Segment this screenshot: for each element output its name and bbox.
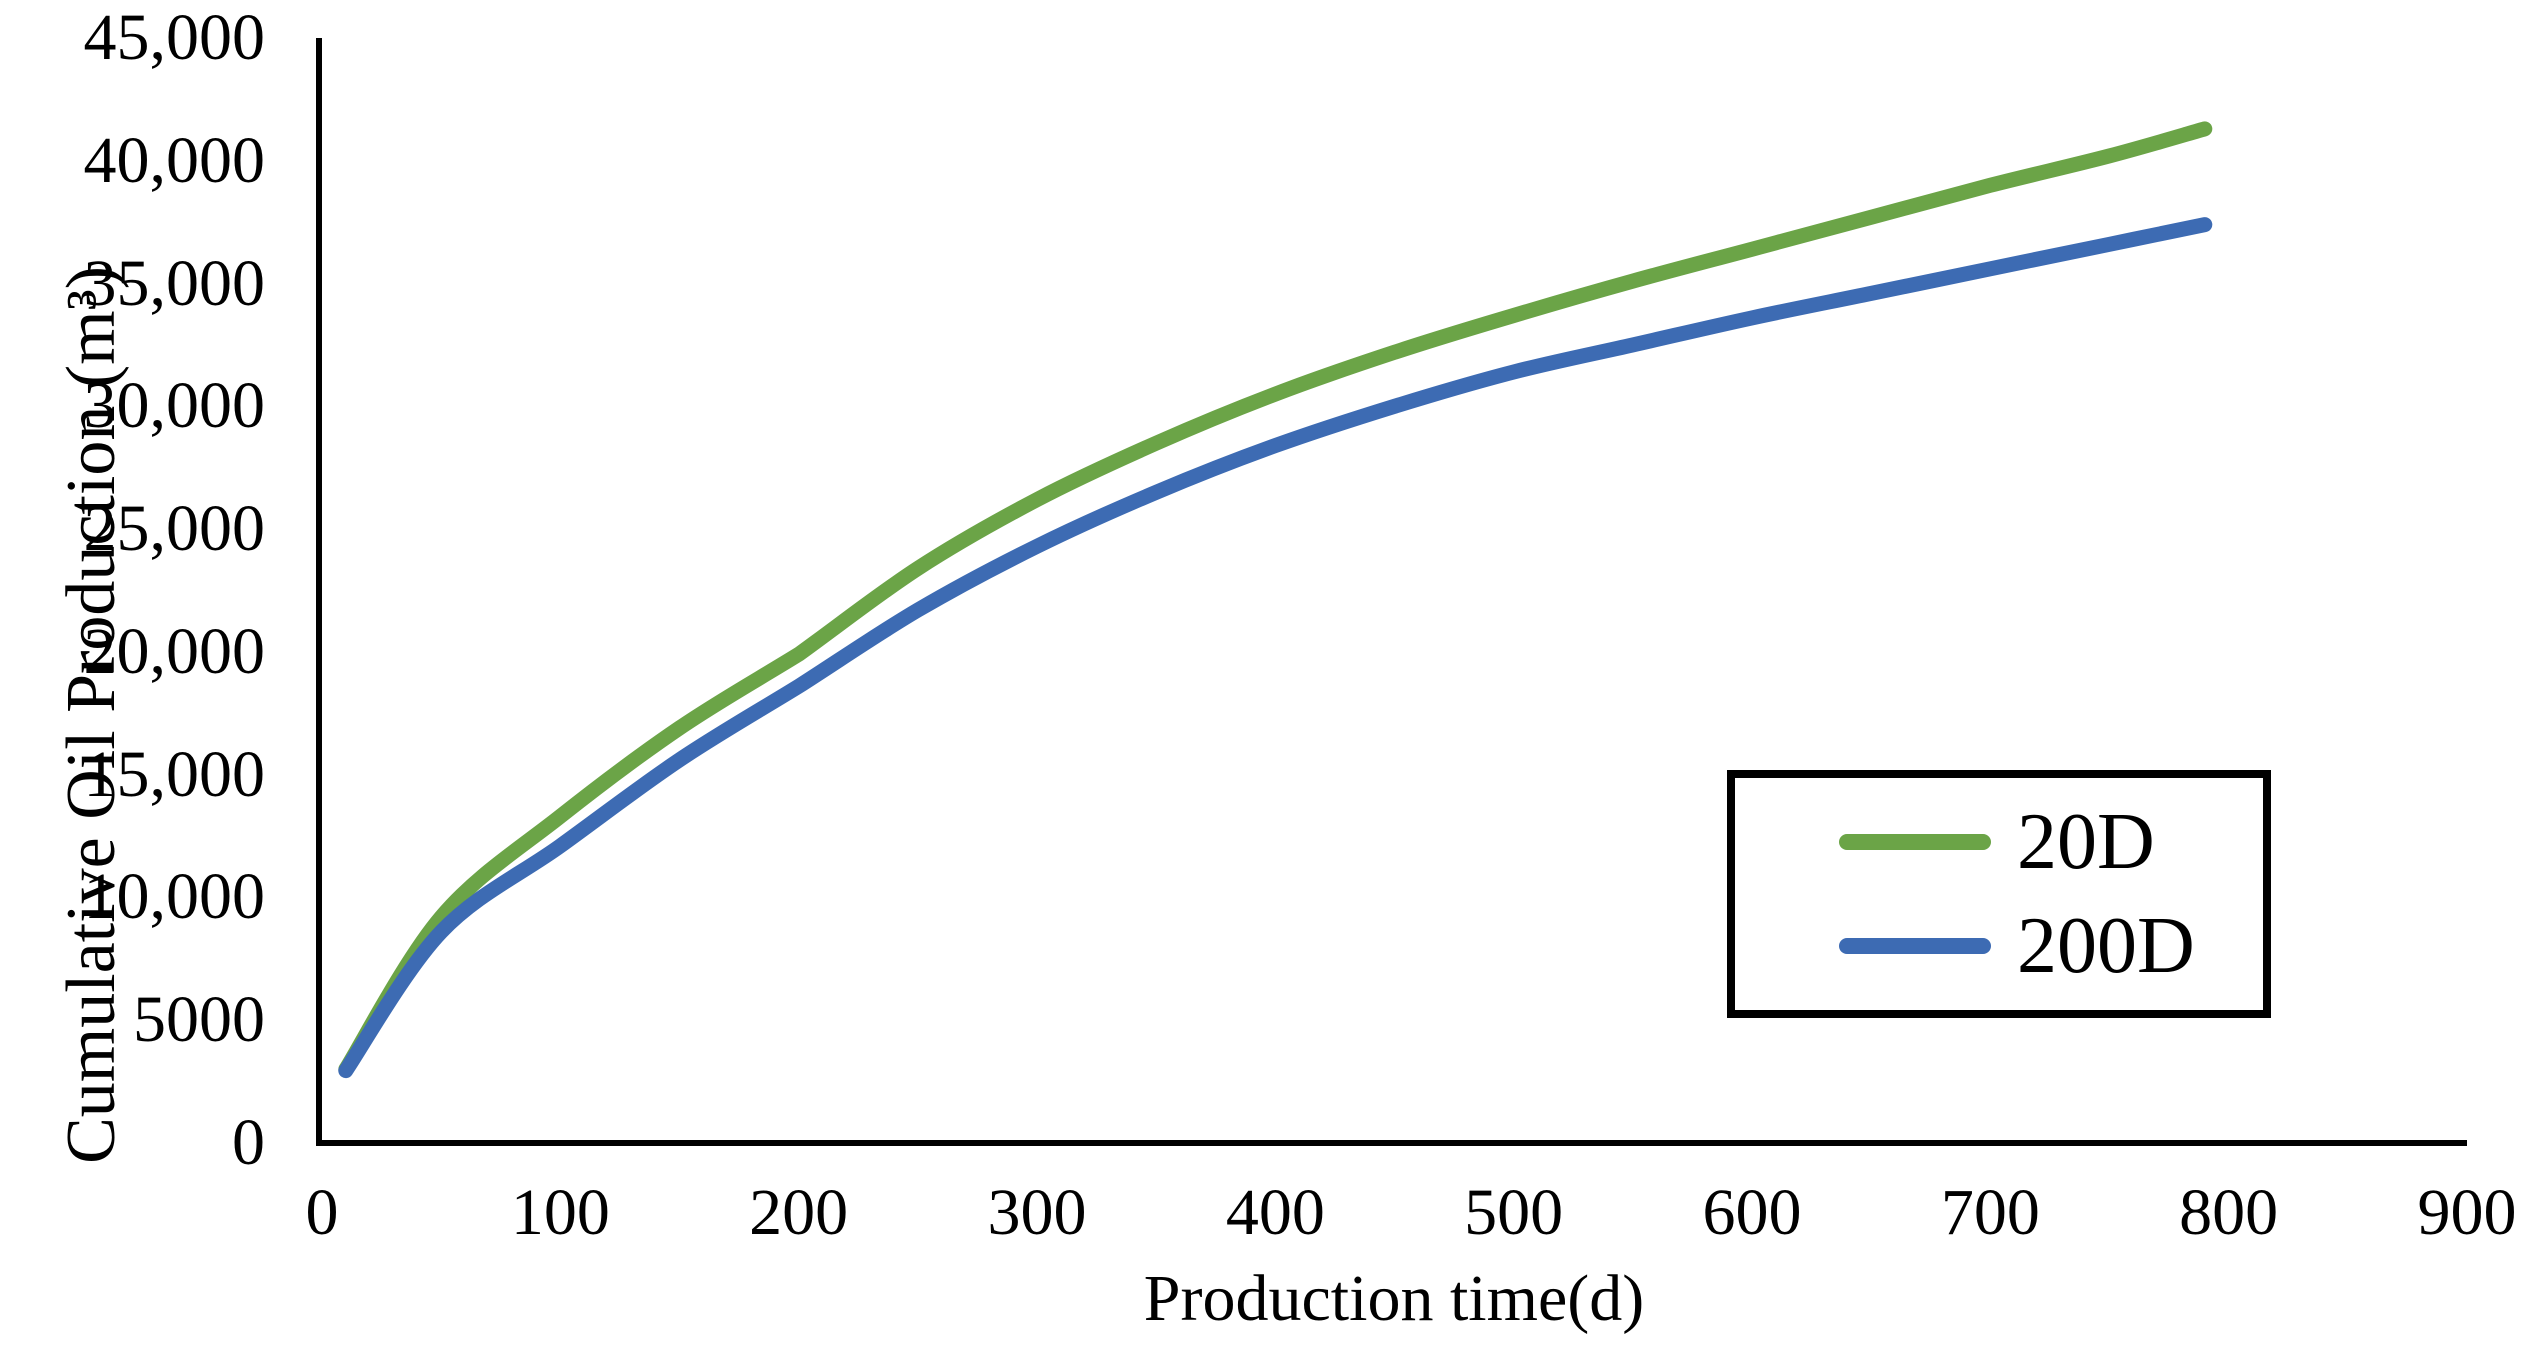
y-tick-label: 0 [232, 1106, 265, 1179]
y-axis-ticks: 0 5000 10,000 15,000 20,000 25,000 30,000 35,00… [0, 0, 266, 1361]
x-tick-label: 100 [510, 1176, 610, 1249]
y-tick-label: 5000 [133, 983, 265, 1057]
legend-label: 200D [2017, 902, 2195, 990]
x-tick-label: 200 [749, 1176, 849, 1249]
y-tick-label: 15,000 [83, 737, 266, 811]
x-tick-label: 900 [2417, 1176, 2517, 1249]
x-tick-label: 600 [1702, 1176, 1802, 1249]
x-axis-title: Production time(d) [1143, 1262, 1645, 1335]
x-tick-label: 800 [2179, 1176, 2279, 1249]
x-tick-label: 500 [1464, 1176, 1564, 1249]
plot-axes [316, 38, 2467, 1146]
plot-area [338, 121, 2213, 1079]
y-tick-label: 30,000 [83, 369, 266, 443]
legend-label: 20D [2017, 798, 2155, 886]
legend-item-200D: 200D [1839, 906, 2263, 986]
legend-line-swatch-200D [1839, 938, 1991, 954]
y-tick-label: 20,000 [83, 614, 266, 688]
series-line-20D [338, 121, 2213, 1077]
y-tick-label: 25,000 [83, 492, 266, 566]
legend-item-20D: 20D [1839, 802, 2263, 882]
y-tick-label: 10,000 [83, 860, 266, 934]
y-tick-label: 35,000 [83, 246, 266, 320]
legend-line-swatch-20D [1839, 834, 1991, 850]
x-tick-label: 300 [987, 1176, 1087, 1249]
x-tick-label: 400 [1225, 1176, 1325, 1249]
x-tick-label: 0 [305, 1176, 339, 1249]
x-tick-label: 700 [1940, 1176, 2040, 1249]
y-tick-label: 40,000 [83, 123, 266, 197]
series-line-200D [338, 217, 2213, 1079]
legend-box: 20D 200D [1727, 770, 2271, 1018]
y-tick-label: 45,000 [83, 1, 266, 74]
